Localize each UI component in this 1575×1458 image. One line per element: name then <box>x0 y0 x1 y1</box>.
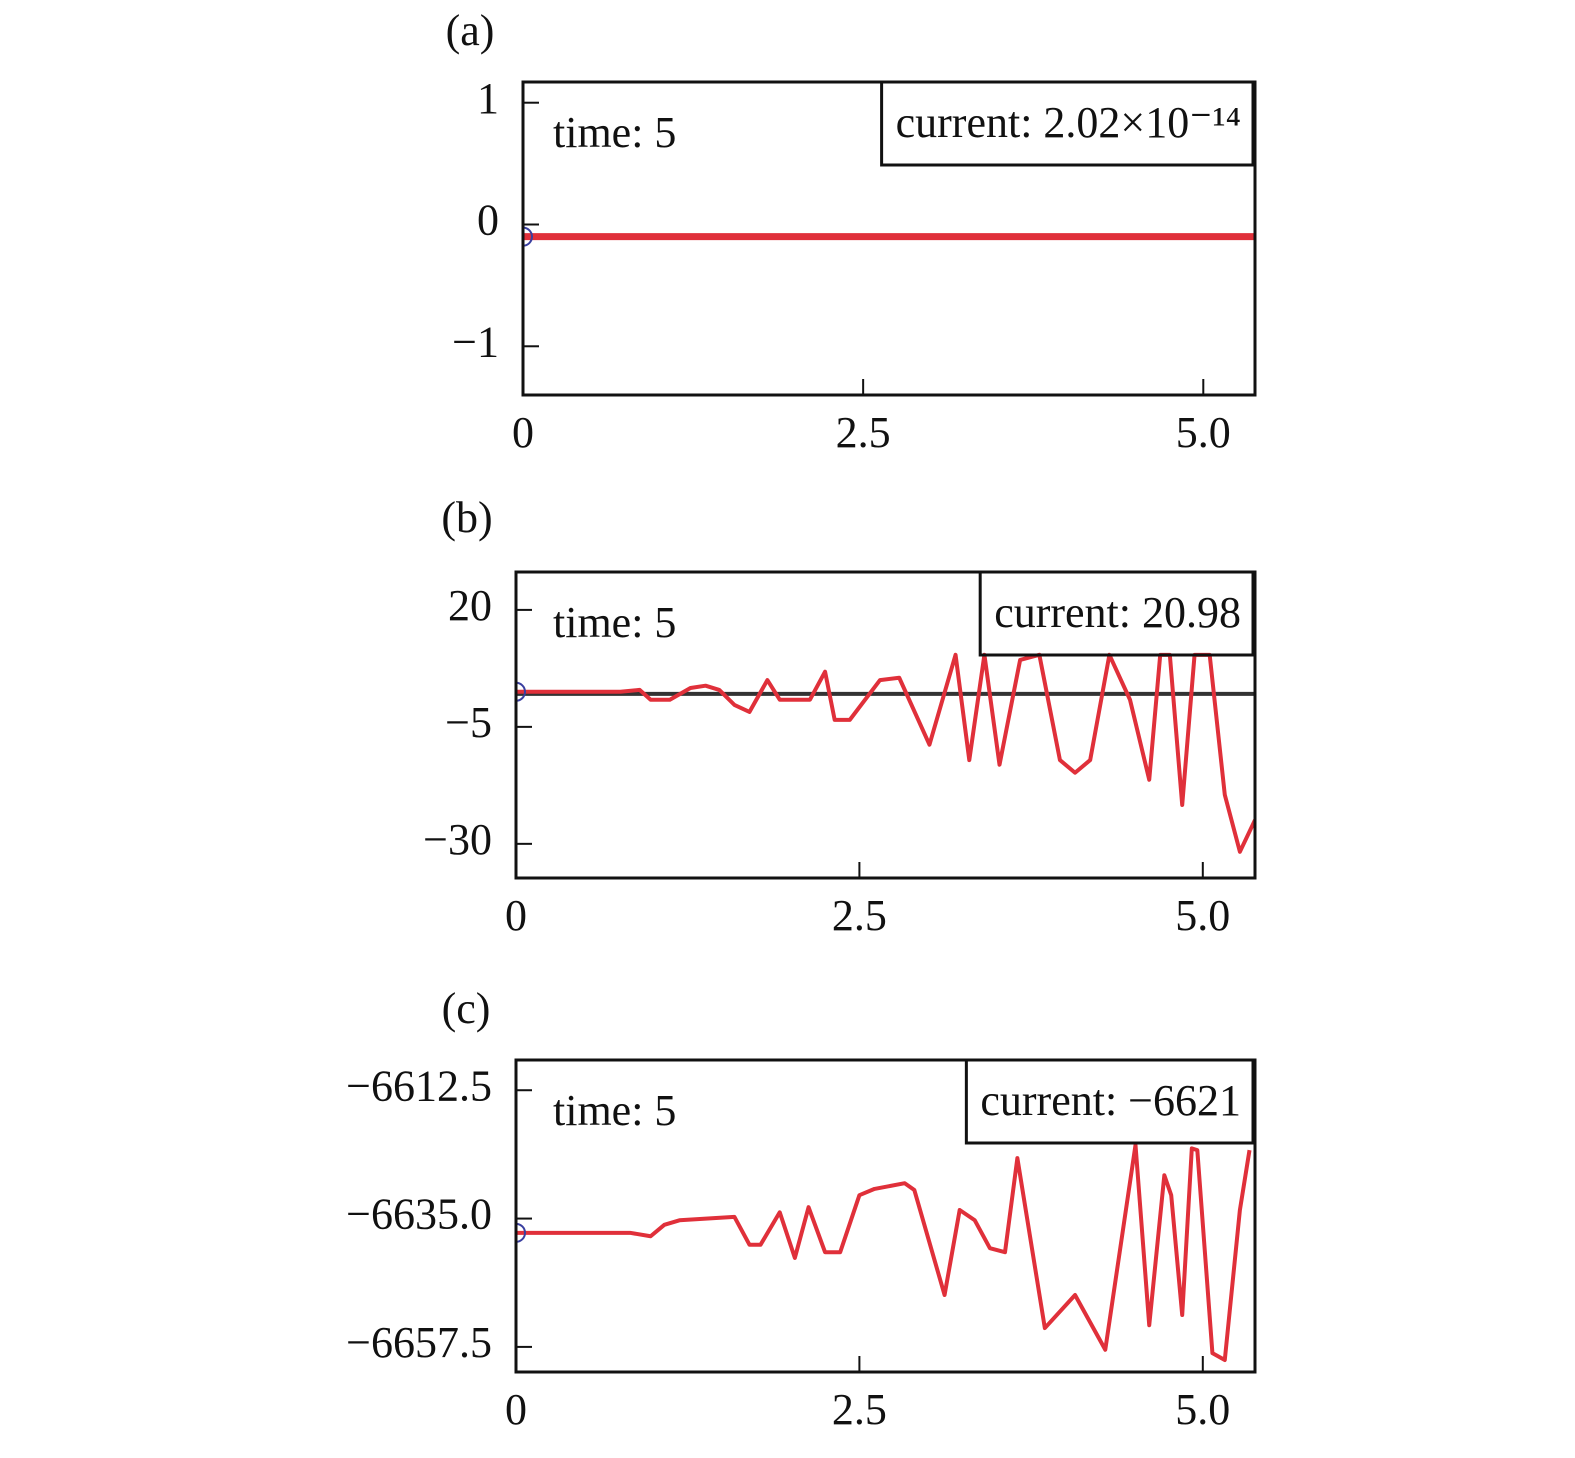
current-box <box>964 1058 1255 1145</box>
panel-label: (b) <box>441 493 492 542</box>
x-tick-label: 2.5 <box>836 408 891 457</box>
x-tick-label: 0 <box>505 891 527 940</box>
y-tick-label: 1 <box>477 74 499 123</box>
panel: (a) −1 0 1 0 2.5 5.0 time: 5 current: 2.02×10⁻¹⁴ <box>446 6 1257 457</box>
time-label: time: 5 <box>553 108 676 157</box>
time-label: time: 5 <box>553 1086 676 1135</box>
data-line <box>516 1142 1252 1363</box>
y-tick-label: −5 <box>445 698 492 747</box>
x-tick-label: 5.0 <box>1175 1385 1230 1434</box>
y-tick-label: −30 <box>423 815 492 864</box>
y-tick-label: −1 <box>452 317 499 366</box>
y-tick-label: 20 <box>448 581 492 630</box>
time-label: time: 5 <box>553 598 676 647</box>
x-tick-label: 2.5 <box>832 1385 887 1434</box>
current-label: current: 2.02×10⁻¹⁴ <box>896 98 1241 147</box>
plot-frame <box>514 1058 1257 1374</box>
x-tick-label: 2.5 <box>832 891 887 940</box>
current-box <box>978 570 1255 657</box>
x-tick-label: 5.0 <box>1175 891 1230 940</box>
series-group <box>516 1142 1252 1363</box>
y-tick-label: −6612.5 <box>346 1061 492 1110</box>
start-marker <box>516 1222 526 1243</box>
series-group <box>516 652 1255 854</box>
current-box <box>880 80 1255 167</box>
plot-frame <box>514 570 1257 880</box>
y-tick-label: −6657.5 <box>346 1318 492 1367</box>
panel-label: (c) <box>442 984 491 1033</box>
start-marker <box>516 681 526 702</box>
panel-label: (a) <box>446 6 495 55</box>
current-label: current: −6621 <box>980 1076 1241 1125</box>
panel: (c) −6657.5 −6635.0 −6612.5 0 2.5 5.0 time: 5 cu… <box>346 984 1257 1434</box>
panel: (b) −30 −5 20 0 2.5 5.0 time: 5 current: 20.98 <box>423 493 1257 940</box>
start-marker <box>523 226 533 247</box>
x-tick-label: 5.0 <box>1176 408 1231 457</box>
data-line <box>516 652 1255 854</box>
current-label: current: 20.98 <box>994 588 1241 637</box>
y-tick-label: 0 <box>477 196 499 245</box>
x-tick-label: 0 <box>505 1385 527 1434</box>
y-tick-label: −6635.0 <box>346 1190 492 1239</box>
series-group <box>523 226 1255 247</box>
x-tick-label: 0 <box>512 408 534 457</box>
